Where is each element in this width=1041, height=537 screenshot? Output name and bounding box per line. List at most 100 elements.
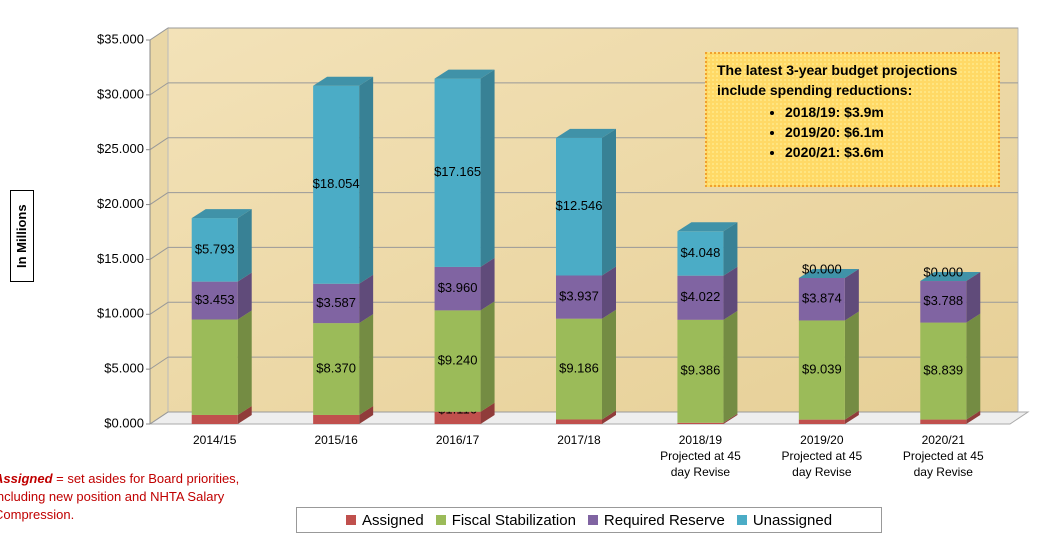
grid-line (149, 82, 169, 96)
bar-top (556, 128, 616, 138)
annotation-item: 2020/21: $3.6m (785, 142, 988, 162)
bar-top (677, 222, 738, 232)
legend-label: Unassigned (752, 511, 833, 529)
bar-side (723, 413, 738, 424)
bar-segment (191, 414, 238, 424)
bar-side (237, 310, 252, 415)
x-tick-label: 2017/18 (557, 433, 601, 447)
value-label: $9.240 (438, 353, 478, 368)
bar-side (602, 410, 616, 424)
value-label: $3.937 (559, 289, 599, 304)
legend-swatch (587, 514, 598, 525)
annotation-list: 2018/19: $3.9m2019/20: $6.1m2020/21: $3.… (717, 102, 988, 162)
value-label: $18.054 (313, 176, 360, 191)
y-tick-label: $25.000 (97, 141, 144, 156)
bar-segment (434, 78, 481, 267)
bar-segment (677, 319, 724, 423)
bar-top (920, 272, 981, 282)
grid-line (149, 411, 169, 425)
bar-segment (556, 318, 602, 420)
side-wall (149, 27, 169, 425)
x-tick-label: 2020/21 Projected at 45 day Revise (902, 433, 984, 479)
bar-side (602, 309, 616, 420)
bar-segment (313, 414, 360, 424)
legend-label: Fiscal Stabilization (451, 511, 576, 529)
bar-side (844, 268, 859, 321)
y-tick-label: $5.000 (104, 361, 144, 376)
bar-segment (677, 275, 724, 320)
bar-side (602, 128, 616, 276)
value-label: $3.960 (438, 280, 478, 295)
annotation-item: 2019/20: $6.1m (785, 122, 988, 142)
legend-label: Required Reserve (603, 511, 725, 529)
value-label: $17.165 (434, 164, 481, 179)
y-tick-label: $15.000 (97, 251, 144, 266)
footnote: Assigned = set asides for Board prioriti… (0, 470, 244, 524)
bar-side (966, 313, 981, 420)
legend-item: Fiscal Stabilization (435, 511, 576, 529)
bar-segment (434, 266, 481, 311)
y-tick-label: $20.000 (97, 196, 144, 211)
bar-segment (920, 322, 967, 420)
bar-side (723, 222, 738, 276)
bar-side (359, 405, 374, 424)
legend-swatch (736, 514, 747, 525)
value-label: $3.587 (316, 295, 356, 310)
legend-item: Unassigned (736, 511, 833, 529)
bar-side (844, 311, 859, 420)
bar-side (723, 266, 738, 320)
bar-side (359, 274, 374, 324)
grid-line (149, 137, 169, 151)
bar-side (723, 310, 738, 423)
x-tick-label: 2019/20 Projected at 45 day Revise (781, 433, 863, 479)
annotation-title: The latest 3-year budget projections inc… (717, 62, 958, 98)
bar-side (966, 272, 981, 323)
bar-segment (191, 319, 238, 415)
bar-segment (677, 231, 724, 276)
bar-segment (677, 422, 724, 424)
value-label: $3.874 (802, 291, 842, 306)
grid-line (149, 192, 169, 205)
y-tick-label: $30.000 (97, 86, 144, 101)
grid-line (149, 356, 169, 370)
bar-top (191, 209, 252, 219)
value-label: $4.022 (681, 289, 721, 304)
legend-item: Required Reserve (587, 511, 725, 529)
bar-side (359, 76, 374, 284)
bar-segment (191, 281, 238, 320)
value-label: $12.546 (556, 198, 603, 213)
grid-line (149, 301, 169, 315)
bar-segment (798, 277, 845, 321)
bar-side (480, 301, 495, 412)
bar-segment (556, 275, 602, 319)
value-label: $9.186 (559, 361, 599, 376)
bar-side (480, 69, 495, 267)
bar-segment (556, 419, 602, 424)
bar-top (434, 69, 495, 79)
bar-side (237, 209, 252, 282)
footnote-term: Assigned (0, 471, 53, 486)
x-tick-label: 2016/17 (435, 433, 480, 447)
bar-segment (920, 281, 967, 323)
legend-swatch (435, 514, 446, 525)
bar-segment (920, 419, 967, 424)
bar-side (480, 402, 495, 424)
value-label: $0.000 (802, 261, 842, 276)
bar-segment (434, 411, 481, 424)
y-axis-label: In Millions (10, 190, 34, 282)
bar-side (844, 410, 859, 424)
bar-top (313, 76, 374, 86)
grid-line (149, 27, 169, 41)
value-label: $0.000 (923, 264, 963, 279)
grid-line (149, 247, 169, 260)
value-label: $8.370 (316, 360, 356, 375)
legend: Assigned Fiscal Stabilization Required Res… (296, 507, 882, 533)
bar-segment (798, 320, 845, 420)
y-tick-label: $35.000 (97, 31, 144, 46)
x-tick-label: 2014/15 (193, 433, 237, 447)
value-label: $5.793 (195, 241, 235, 256)
legend-label: Assigned (361, 511, 424, 529)
bar-side (480, 257, 495, 311)
value-label: $8.839 (923, 363, 963, 378)
